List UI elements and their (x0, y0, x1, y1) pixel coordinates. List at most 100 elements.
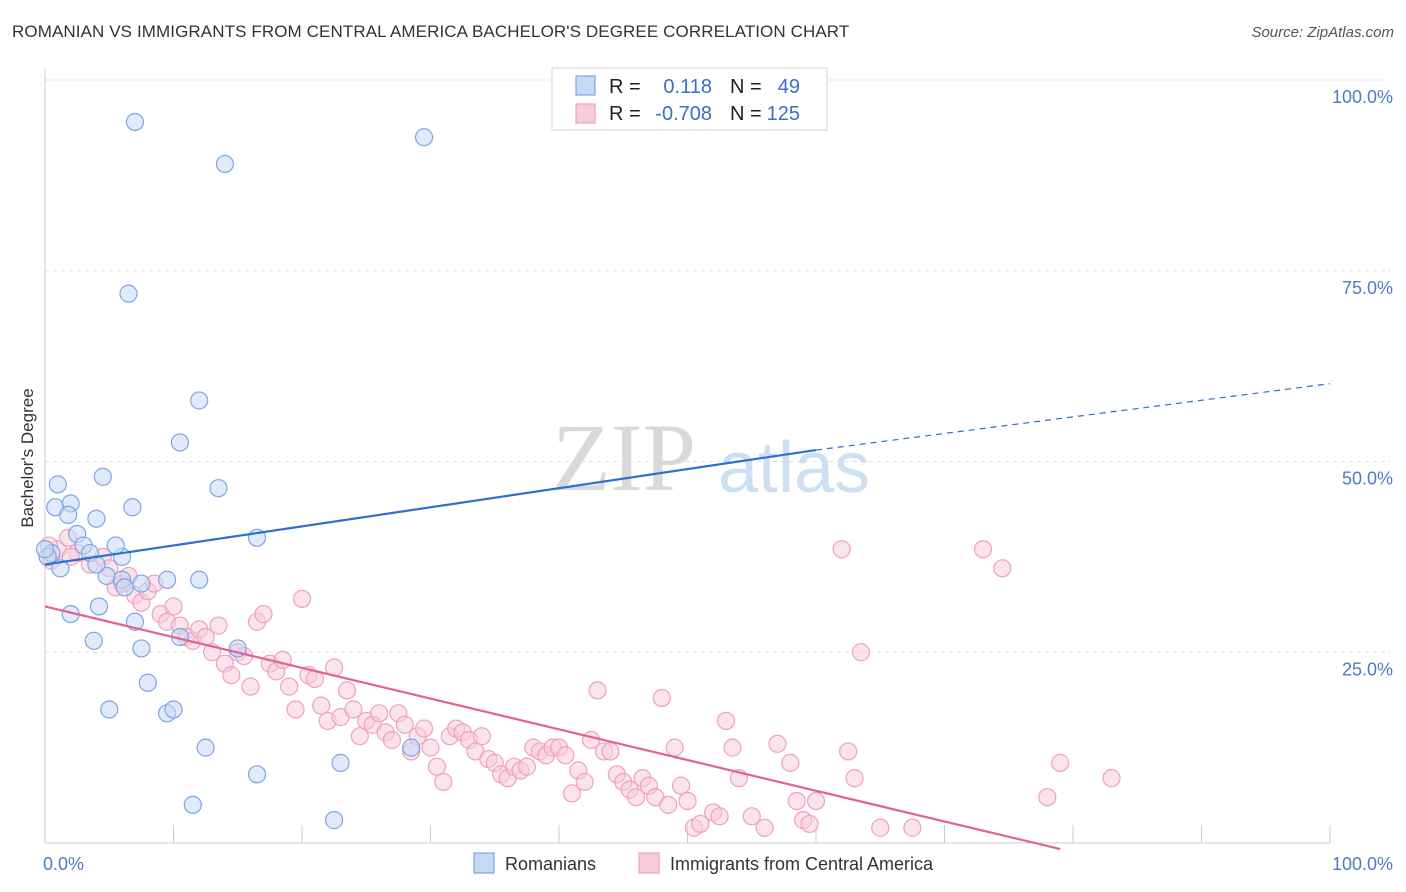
series-legend-label-romanians: Romanians (505, 854, 596, 874)
point-series-1-120 (1038, 788, 1057, 807)
point-series-1-93 (659, 795, 678, 814)
legend-r-value-2: -0.708 (655, 103, 712, 125)
point-series-1-36 (292, 589, 312, 608)
point-series-0-47 (35, 540, 55, 559)
legend-n-label-1: N = (730, 76, 762, 98)
point-series-1-117 (903, 818, 922, 837)
point-series-1-28 (241, 677, 260, 696)
legend-n-value-2: 125 (767, 103, 800, 125)
chart-title: ROMANIAN VS IMMIGRANTS FROM CENTRAL AMER… (12, 22, 850, 41)
legend-r-value-1: 0.118 (663, 76, 712, 98)
point-series-0-48 (106, 536, 125, 555)
point-series-1-58 (434, 772, 453, 792)
watermark-atlas: atlas (718, 428, 870, 508)
grid-lines (45, 79, 1390, 653)
y-tick-label-3: 25.0% (1342, 659, 1393, 679)
point-series-0-25 (190, 570, 209, 589)
point-series-0-4 (119, 284, 138, 303)
correlation-legend: R = 0.118 N = 49 R = -0.708 N = 125 (551, 67, 828, 131)
point-series-1-112 (832, 540, 851, 559)
point-series-0-6 (170, 433, 190, 452)
point-series-0-43 (325, 811, 344, 830)
point-series-1-34 (280, 677, 299, 696)
point-series-1-25 (222, 666, 241, 685)
point-series-0-39 (402, 738, 421, 757)
legend-r-label-1: R = (609, 76, 641, 98)
point-series-0-38 (196, 738, 215, 757)
point-series-0-32 (132, 639, 151, 658)
point-series-0-27 (89, 597, 109, 616)
point-series-1-98 (691, 814, 710, 834)
legend-n-value-1: 49 (778, 76, 800, 98)
point-series-0-24 (157, 570, 177, 589)
point-series-1-50 (382, 730, 402, 750)
point-series-0-1 (215, 154, 234, 174)
point-series-1-78 (562, 784, 581, 803)
point-series-0-37 (164, 700, 183, 719)
trend-line-series-0 (44, 448, 817, 566)
y-axis-label: Bachelor's Degree (18, 388, 37, 527)
point-series-0-2 (414, 128, 434, 147)
watermark-zip: ZIP (552, 404, 696, 511)
point-series-0-13 (59, 505, 78, 525)
point-series-0-0 (125, 112, 145, 132)
point-series-1-23 (209, 616, 228, 635)
point-series-0-34 (138, 673, 157, 692)
point-series-1-100 (710, 807, 729, 826)
point-series-0-40 (247, 765, 267, 784)
series-legend-swatch-central-america (638, 852, 660, 874)
legend-n-label-2: N = (730, 103, 762, 125)
point-series-1-104 (742, 807, 761, 826)
point-series-1-107 (781, 753, 800, 772)
point-series-1-82 (588, 681, 607, 700)
legend-swatch-romanians (575, 75, 596, 96)
point-series-1-106 (768, 734, 787, 753)
point-series-1-115 (851, 643, 871, 662)
chart-source: Source: ZipAtlas.com (1251, 24, 1394, 41)
series-legend: Romanians Immigrants from Central Americ… (473, 852, 934, 874)
point-series-1-114 (845, 769, 864, 788)
point-series-1-77 (556, 746, 575, 765)
point-series-1-102 (723, 738, 742, 757)
point-series-1-71 (517, 757, 536, 776)
point-series-0-35 (100, 700, 119, 719)
point-series-0-45 (51, 559, 70, 578)
legend-box (551, 67, 828, 131)
point-series-0-42 (183, 795, 202, 814)
point-series-0-23 (132, 574, 151, 593)
point-series-1-113 (839, 742, 858, 761)
point-series-1-55 (414, 719, 434, 738)
legend-swatch-central-america (575, 103, 596, 124)
point-series-1-95 (671, 776, 691, 795)
point-series-1-119 (993, 559, 1012, 578)
point-series-1-108 (787, 791, 806, 811)
point-series-0-9 (93, 467, 112, 486)
point-series-1-94 (665, 738, 684, 757)
point-series-1-122 (1102, 769, 1121, 788)
point-series-1-44 (344, 700, 363, 719)
point-series-1-57 (427, 757, 447, 776)
point-series-1-105 (755, 818, 774, 837)
point-series-1-35 (286, 700, 305, 719)
point-series-1-88 (626, 788, 646, 807)
data-points (35, 74, 1121, 837)
point-series-1-39 (312, 696, 331, 715)
point-series-1-92 (652, 688, 671, 708)
tick-labels: 100.0% 75.0% 50.0% 25.0% 0.0% 100.0% (43, 87, 1393, 874)
x-tick-label-1: 100.0% (1332, 854, 1393, 874)
point-series-1-48 (370, 704, 389, 723)
point-series-1-111 (806, 791, 826, 811)
point-series-1-30 (254, 604, 273, 624)
point-series-1-96 (678, 791, 697, 811)
point-series-1-121 (1051, 753, 1070, 772)
point-series-1-118 (973, 540, 993, 559)
x-tick-label-0: 0.0% (43, 854, 84, 874)
trend-extension-series-0 (815, 383, 1331, 451)
trend-line-series-1 (44, 605, 1061, 851)
point-series-0-12 (123, 498, 142, 517)
point-series-1-101 (716, 711, 736, 731)
point-series-0-14 (87, 509, 106, 528)
y-tick-label-1: 75.0% (1342, 278, 1393, 298)
point-series-0-7 (209, 479, 228, 498)
